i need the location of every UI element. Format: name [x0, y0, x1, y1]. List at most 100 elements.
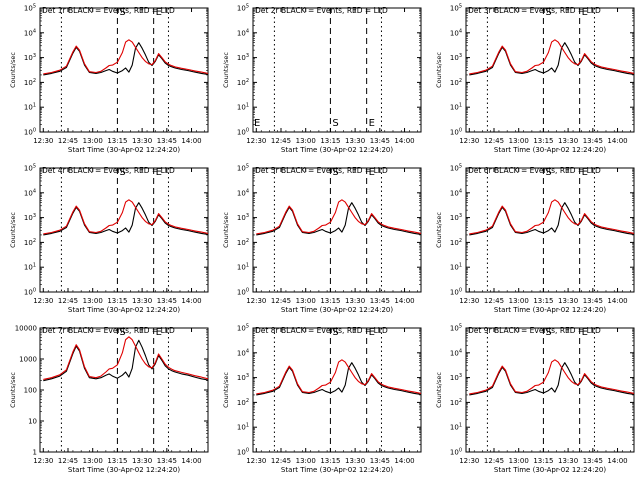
y-tick-label: 102 — [237, 398, 249, 407]
plot-frame — [465, 7, 635, 133]
x-tick-label: 13:45 — [157, 137, 177, 145]
y-tick-label: 102 — [237, 238, 249, 247]
lld-series-line — [43, 336, 209, 380]
y-tick-label: 104 — [450, 28, 462, 37]
x-tick-label: 12:45 — [484, 137, 504, 145]
y-tick-label: 105 — [237, 164, 249, 173]
y-tick-label: 105 — [450, 4, 462, 13]
x-tick-label: 13:00 — [296, 297, 316, 305]
lld-series-line — [43, 199, 209, 235]
x-tick-label: 13:00 — [296, 457, 316, 465]
x-tick-label: 12:45 — [271, 457, 291, 465]
detector-panel-1: Det 1r BLACK = Events, RED = LLD 100 101 10… — [9, 4, 209, 154]
x-tick-label: 13:15 — [107, 137, 127, 145]
events-series-line — [43, 202, 209, 236]
y-tick-label: 103 — [237, 373, 249, 382]
x-tick-label: 14:00 — [394, 457, 414, 465]
y-tick-label: 101 — [24, 103, 36, 112]
x-tick-label: 13:30 — [132, 137, 152, 145]
x-tick-label: 13:15 — [107, 297, 127, 305]
panel-title: Det 9r BLACK = Events, RED = LLD — [468, 326, 601, 335]
y-tick-label: 103 — [450, 53, 462, 62]
y-tick-label: 104 — [237, 28, 249, 37]
x-tick-label: 14:00 — [181, 137, 201, 145]
y-tick-label: 105 — [450, 164, 462, 173]
detector-panel-3: Det 3r BLACK = Events, RED = LLD 100 101 10… — [435, 4, 635, 154]
y-axis-label: Counts/sec — [435, 212, 443, 248]
x-tick-label: 12:30 — [33, 457, 53, 465]
marker-label-s: S — [545, 7, 551, 18]
x-tick-label: 13:15 — [533, 297, 553, 305]
y-tick-label: 101 — [450, 423, 462, 432]
marker-label-s: S — [545, 327, 551, 338]
events-series-line — [43, 42, 209, 76]
marker-label-s: S — [119, 7, 125, 18]
y-tick-label: 104 — [450, 188, 462, 197]
x-tick-label: 13:15 — [533, 137, 553, 145]
y-tick-label: 104 — [24, 188, 36, 197]
x-tick-label: 12:45 — [58, 297, 78, 305]
detector-panel-7: Det 7r BLACK = Events, RED = LLD 1 10 100 10… — [9, 325, 209, 474]
y-axis-label: Counts/sec — [222, 372, 230, 408]
x-tick-label: 13:45 — [157, 297, 177, 305]
marker-label-e: E — [369, 327, 375, 338]
x-tick-label: 13:00 — [509, 137, 529, 145]
lld-series-line — [256, 359, 422, 395]
x-tick-label: 14:00 — [394, 297, 414, 305]
x-tick-label: 13:15 — [107, 457, 127, 465]
x-tick-label: 13:30 — [558, 457, 578, 465]
y-tick-label: 104 — [237, 188, 249, 197]
y-tick-label: 101 — [450, 263, 462, 272]
left-edge-label: E — [254, 118, 260, 129]
x-tick-label: 12:30 — [459, 297, 479, 305]
y-tick-label: 105 — [237, 324, 249, 333]
y-tick-label: 104 — [450, 348, 462, 357]
x-axis-label: Start Time (30-Apr-02 12:24:20) — [281, 306, 393, 314]
y-tick-label: 103 — [24, 53, 36, 62]
x-tick-label: 14:00 — [607, 297, 627, 305]
y-tick-label: 102 — [24, 238, 36, 247]
x-tick-label: 12:30 — [459, 137, 479, 145]
plot-frame — [252, 327, 422, 453]
x-tick-label: 13:45 — [583, 457, 603, 465]
detector-panel-8: Det 8r BLACK = Events, RED = LLD 100 101 10… — [222, 324, 422, 474]
detector-panel-6: Det 6r BLACK = Events, RED = LLD 100 101 10… — [435, 164, 635, 314]
lld-series-line — [256, 199, 422, 235]
marker-label-e: E — [156, 327, 162, 338]
y-tick-label: 103 — [450, 373, 462, 382]
x-tick-label: 13:00 — [509, 457, 529, 465]
y-axis-label: Counts/sec — [9, 372, 17, 408]
x-tick-label: 13:30 — [132, 297, 152, 305]
detector-panel-2: Det 2r BLACK = Events, RED = LLD 100 101 10… — [222, 4, 422, 154]
x-axis-label: Start Time (30-Apr-02 12:24:20) — [494, 146, 606, 154]
detector-panel-9: Det 9r BLACK = Events, RED = LLD 100 101 10… — [435, 324, 635, 474]
y-tick-label: 102 — [450, 398, 462, 407]
y-tick-label: 1000 — [19, 356, 37, 364]
y-tick-label: 1 — [33, 449, 37, 457]
detector-panel-4: Det 4r BLACK = Events, RED = LLD 100 101 10… — [9, 164, 209, 314]
x-tick-label: 13:45 — [157, 457, 177, 465]
lld-series-line — [469, 359, 635, 395]
x-tick-label: 13:30 — [345, 297, 365, 305]
x-tick-label: 13:15 — [533, 457, 553, 465]
x-tick-label: 12:45 — [484, 457, 504, 465]
x-axis-label: Start Time (30-Apr-02 12:24:20) — [68, 466, 180, 474]
x-tick-label: 14:00 — [607, 137, 627, 145]
panel-title: Det 1r BLACK = Events, RED = LLD — [42, 6, 175, 15]
marker-label-e: E — [156, 7, 162, 18]
panel-title: Det 8r BLACK = Events, RED = LLD — [255, 326, 388, 335]
y-tick-label: 102 — [450, 78, 462, 87]
y-tick-label: 103 — [237, 53, 249, 62]
x-tick-label: 12:45 — [484, 297, 504, 305]
x-tick-label: 13:45 — [370, 137, 390, 145]
x-tick-label: 13:30 — [345, 137, 365, 145]
x-tick-label: 12:30 — [246, 457, 266, 465]
y-tick-label: 105 — [450, 324, 462, 333]
panel-title: Det 2r BLACK = Events, RED = LLD — [255, 6, 388, 15]
lld-series-line — [43, 39, 209, 75]
marker-label-s: S — [332, 327, 338, 338]
events-series-line — [43, 339, 209, 382]
x-tick-label: 13:30 — [558, 137, 578, 145]
x-axis-label: Start Time (30-Apr-02 12:24:20) — [68, 146, 180, 154]
y-tick-label: 10000 — [15, 325, 37, 333]
